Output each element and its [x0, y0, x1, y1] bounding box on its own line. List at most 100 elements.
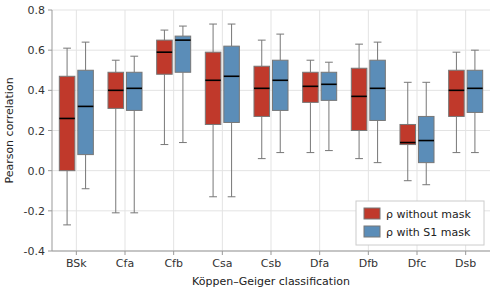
- lower-cap: [63, 224, 71, 225]
- median: [254, 88, 270, 90]
- box: [272, 60, 288, 110]
- box-series: [59, 24, 464, 225]
- x-tick: [319, 251, 320, 255]
- upper-whisker: [85, 42, 86, 70]
- x-tick-label: Cfb: [164, 257, 183, 270]
- upper-whisker: [115, 60, 116, 72]
- y-tick-label: 0.4: [28, 84, 46, 97]
- upper-cap: [130, 56, 138, 57]
- box: [59, 76, 75, 170]
- x-tick-label: Cfa: [116, 257, 134, 270]
- median: [157, 51, 173, 53]
- lower-whisker: [310, 102, 311, 152]
- lower-cap: [374, 162, 382, 163]
- median: [303, 86, 319, 88]
- y-tick: [48, 10, 52, 11]
- box: [303, 72, 319, 102]
- y-axis-line: [52, 10, 53, 251]
- x-tick: [222, 251, 223, 255]
- upper-cap: [471, 50, 479, 51]
- lower-cap: [422, 184, 430, 185]
- x-tick-label: Csb: [261, 257, 281, 270]
- marks: [59, 24, 482, 225]
- lower-whisker: [426, 163, 427, 185]
- legend-swatch: [364, 226, 380, 237]
- upper-whisker: [67, 48, 68, 76]
- median: [108, 90, 124, 92]
- upper-cap: [422, 82, 430, 83]
- y-tick: [48, 210, 52, 211]
- upper-whisker: [231, 24, 232, 46]
- median: [59, 118, 75, 120]
- y-tick-label: 0.8: [28, 4, 46, 17]
- box: [449, 70, 465, 116]
- grid: [52, 10, 490, 251]
- x-axis-line: [52, 251, 490, 252]
- box: [370, 60, 386, 120]
- lower-cap: [404, 180, 412, 181]
- lower-whisker: [407, 145, 408, 181]
- upper-cap: [276, 34, 284, 35]
- median: [126, 88, 142, 90]
- lower-whisker: [182, 72, 183, 142]
- x-tick: [417, 251, 418, 255]
- upper-whisker: [213, 24, 214, 52]
- median: [175, 39, 191, 41]
- axes: -0.4-0.20.00.20.40.60.8BSkCfaCfbCsaCsbDf…: [24, 4, 490, 270]
- upper-whisker: [426, 82, 427, 116]
- legend: ρ without mask ρ with S1 mask: [356, 201, 484, 245]
- x-grid-line: [76, 10, 77, 251]
- lower-whisker: [377, 120, 378, 162]
- median: [272, 79, 288, 81]
- upper-whisker: [310, 60, 311, 72]
- box: [418, 116, 434, 162]
- upper-whisker: [134, 56, 135, 72]
- x-tick-label: Dsb: [455, 257, 476, 270]
- median: [205, 79, 221, 81]
- upper-cap: [355, 44, 363, 45]
- upper-cap: [209, 24, 217, 25]
- box: [400, 124, 416, 144]
- box: [351, 68, 367, 130]
- upper-whisker: [456, 52, 457, 70]
- legend-label: ρ without mask: [386, 208, 472, 221]
- upper-cap: [82, 42, 90, 43]
- x-grid-line: [125, 10, 126, 251]
- median: [418, 140, 434, 142]
- box: [157, 40, 173, 74]
- lower-whisker: [261, 116, 262, 158]
- lower-whisker: [115, 108, 116, 212]
- x-grid-line: [222, 10, 223, 251]
- upper-whisker: [359, 44, 360, 68]
- upper-whisker: [280, 34, 281, 60]
- lower-whisker: [85, 155, 86, 189]
- upper-cap: [453, 52, 461, 53]
- y-tick: [48, 130, 52, 131]
- y-tick: [48, 251, 52, 252]
- x-tick: [125, 251, 126, 255]
- lower-whisker: [134, 110, 135, 212]
- median: [224, 75, 240, 77]
- lower-cap: [355, 158, 363, 159]
- lower-cap: [307, 152, 315, 153]
- box: [108, 72, 124, 108]
- lower-cap: [179, 142, 187, 143]
- lower-whisker: [328, 100, 329, 150]
- x-tick: [368, 251, 369, 255]
- lower-cap: [228, 196, 236, 197]
- upper-cap: [228, 24, 236, 25]
- upper-cap: [307, 60, 315, 61]
- box-series: [78, 24, 483, 213]
- upper-cap: [112, 60, 120, 61]
- y-tick-label: -0.4: [24, 245, 45, 258]
- upper-whisker: [407, 82, 408, 124]
- legend-label: ρ with S1 mask: [386, 226, 471, 239]
- box: [321, 72, 337, 100]
- box: [126, 72, 142, 110]
- lower-whisker: [67, 171, 68, 225]
- upper-whisker: [261, 40, 262, 66]
- y-tick-label: 0.0: [28, 165, 46, 178]
- median: [449, 90, 465, 92]
- legend-swatch: [364, 208, 380, 219]
- y-tick: [48, 90, 52, 91]
